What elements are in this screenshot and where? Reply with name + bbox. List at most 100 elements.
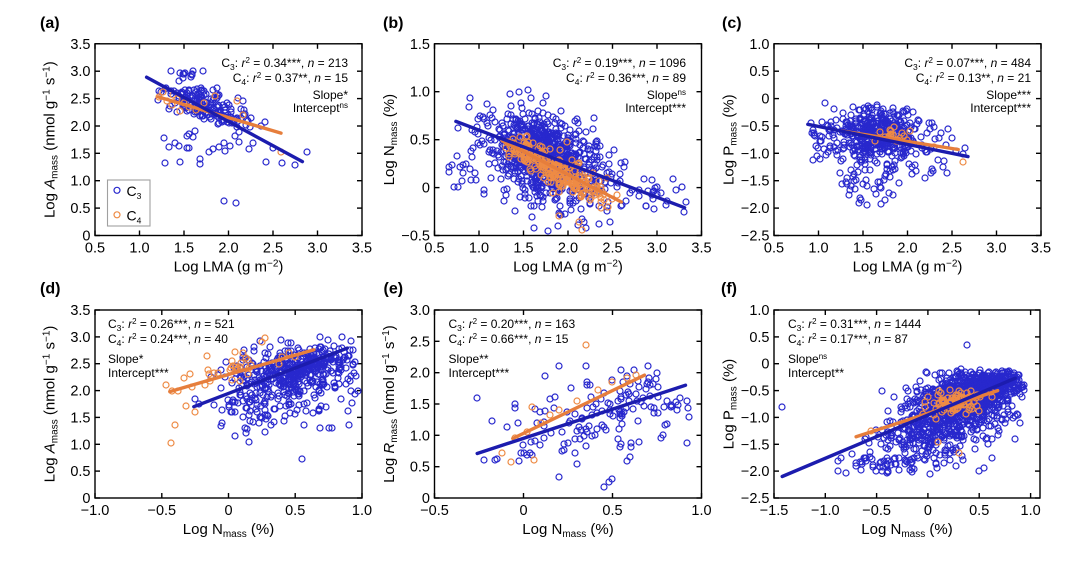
svg-text:2.5: 2.5 (942, 241, 962, 257)
svg-text:1.0: 1.0 (70, 437, 90, 453)
svg-text:0.5: 0.5 (85, 241, 105, 257)
svg-text:2.5: 2.5 (70, 92, 90, 108)
svg-text:0: 0 (519, 503, 527, 519)
svg-text:Slopens​: Slopens​ (647, 88, 686, 102)
svg-text:0.5: 0.5 (70, 201, 90, 217)
svg-text:−2.0: −2.0 (741, 201, 770, 217)
svg-text:0.5: 0.5 (969, 503, 989, 519)
svg-text:(c): (c) (722, 15, 742, 32)
svg-text:−0.5: −0.5 (401, 229, 430, 245)
svg-text:−1.0: −1.0 (741, 410, 770, 426)
svg-text:1.0: 1.0 (691, 503, 711, 519)
svg-text:Log Pmass​ (%): Log Pmass​ (%) (721, 359, 740, 450)
svg-text:−1.0: −1.0 (741, 146, 770, 162)
svg-text:1.0: 1.0 (749, 37, 769, 53)
svg-text:2.5: 2.5 (263, 241, 283, 257)
svg-text:C4​: r2​ = 0.36***, n = 89: C4​: r2​ = 0.36***, n = 89 (566, 71, 686, 87)
svg-text:1.0: 1.0 (749, 303, 769, 319)
svg-text:0: 0 (224, 503, 232, 519)
svg-text:2.5: 2.5 (410, 334, 430, 350)
svg-text:3.5: 3.5 (70, 37, 90, 53)
svg-text:0: 0 (924, 503, 932, 519)
svg-text:1.5: 1.5 (410, 397, 430, 413)
svg-text:1.0: 1.0 (352, 503, 372, 519)
svg-text:Log Nmass​ (%): Log Nmass​ (%) (861, 521, 952, 540)
svg-text:Log Nmass​ (%): Log Nmass​ (%) (522, 521, 613, 540)
svg-text:1.0: 1.0 (410, 428, 430, 444)
svg-text:0.5: 0.5 (602, 503, 622, 519)
svg-text:−1.0: −1.0 (811, 503, 840, 519)
svg-text:Log Amass​ (nmol g−1​ s−1​): Log Amass​ (nmol g−1​ s−1​) (42, 326, 61, 483)
svg-text:2.0: 2.0 (558, 241, 578, 257)
svg-text:C3​: r2​ = 0.34***, n = 213: C3​: r2​ = 0.34***, n = 213 (221, 56, 348, 72)
svg-text:3.0: 3.0 (70, 64, 90, 80)
svg-text:1.0: 1.0 (808, 241, 828, 257)
svg-text:Intercept***: Intercept*** (449, 366, 510, 380)
svg-text:0: 0 (761, 357, 769, 373)
svg-text:2.0: 2.0 (218, 241, 238, 257)
svg-text:3.5: 3.5 (352, 241, 372, 257)
svg-text:2.5: 2.5 (602, 241, 622, 257)
svg-text:Intercept**: Intercept** (788, 366, 844, 380)
svg-text:Slope**: Slope** (449, 352, 489, 366)
svg-text:1.0: 1.0 (70, 174, 90, 190)
svg-text:(f): (f) (721, 281, 737, 298)
svg-text:1.0: 1.0 (469, 241, 489, 257)
svg-text:−0.5: −0.5 (862, 503, 891, 519)
svg-text:1.5: 1.5 (410, 37, 430, 53)
svg-text:Intercept***: Intercept*** (108, 366, 169, 380)
svg-text:0.5: 0.5 (424, 241, 444, 257)
svg-text:Slope*: Slope* (108, 352, 144, 366)
svg-text:0.5: 0.5 (70, 464, 90, 480)
svg-text:Log LMA (g m−2​): Log LMA (g m−2​) (513, 259, 623, 276)
svg-text:3.5: 3.5 (1031, 241, 1051, 257)
svg-text:C3​: r2​ = 0.19***, n = 1096: C3​: r2​ = 0.19***, n = 1096 (553, 56, 687, 72)
svg-text:Slope*: Slope* (313, 88, 349, 102)
svg-text:1.5: 1.5 (70, 146, 90, 162)
svg-text:C3​: r2​ = 0.26***, n = 521: C3​: r2​ = 0.26***, n = 521 (108, 317, 235, 333)
svg-text:1.5: 1.5 (513, 241, 533, 257)
svg-text:0: 0 (82, 229, 90, 245)
svg-text:−1.0: −1.0 (81, 503, 110, 519)
svg-text:−0.5: −0.5 (741, 119, 770, 135)
svg-text:−2.0: −2.0 (741, 464, 770, 480)
svg-text:0.5: 0.5 (410, 133, 430, 149)
svg-text:1.5: 1.5 (174, 241, 194, 257)
svg-text:−1.5: −1.5 (760, 503, 789, 519)
svg-text:−1.5: −1.5 (741, 437, 770, 453)
svg-text:3.0: 3.0 (307, 241, 327, 257)
svg-text:0: 0 (82, 491, 90, 507)
svg-text:0.5: 0.5 (749, 64, 769, 80)
svg-text:0.5: 0.5 (749, 330, 769, 346)
svg-text:Log Pmass​ (%): Log Pmass​ (%) (721, 94, 740, 185)
svg-text:3.0: 3.0 (410, 303, 430, 319)
svg-text:0: 0 (761, 92, 769, 108)
svg-text:−0.5: −0.5 (420, 503, 449, 519)
svg-text:Log Nmass​ (%): Log Nmass​ (%) (381, 94, 400, 185)
svg-text:3.0: 3.0 (70, 330, 90, 346)
svg-text:−2.5: −2.5 (741, 229, 770, 245)
svg-text:1.5: 1.5 (853, 241, 873, 257)
svg-text:1.5: 1.5 (70, 410, 90, 426)
svg-text:(d): (d) (40, 281, 60, 298)
svg-text:Log Rmass​ (nmol g−1​ s−1​): Log Rmass​ (nmol g−1​ s−1​) (381, 325, 400, 483)
svg-text:0.5: 0.5 (410, 460, 430, 476)
svg-text:C4​: r2​ = 0.66***, n = 15: C4​: r2​ = 0.66***, n = 15 (449, 332, 569, 348)
svg-text:−2.5: −2.5 (741, 491, 770, 507)
svg-text:−0.5: −0.5 (741, 384, 770, 400)
svg-text:0: 0 (422, 181, 430, 197)
svg-text:1.0: 1.0 (129, 241, 149, 257)
svg-text:2.5: 2.5 (70, 357, 90, 373)
svg-text:3.5: 3.5 (691, 241, 711, 257)
svg-text:C4​: r2​ = 0.13**, n = 21: C4​: r2​ = 0.13**, n = 21 (916, 71, 1032, 87)
svg-text:2.0: 2.0 (70, 384, 90, 400)
svg-text:3.0: 3.0 (647, 241, 667, 257)
svg-text:Intercept***: Intercept*** (625, 101, 686, 115)
svg-text:1.0: 1.0 (1021, 503, 1041, 519)
svg-text:3.5: 3.5 (70, 303, 90, 319)
svg-text:Slopens​: Slopens​ (788, 352, 827, 366)
svg-text:0.5: 0.5 (764, 241, 784, 257)
svg-text:C3​: r2​ = 0.07***, n = 484: C3​: r2​ = 0.07***, n = 484 (904, 56, 1031, 72)
svg-text:1.0: 1.0 (410, 85, 430, 101)
svg-text:(e): (e) (384, 281, 404, 298)
